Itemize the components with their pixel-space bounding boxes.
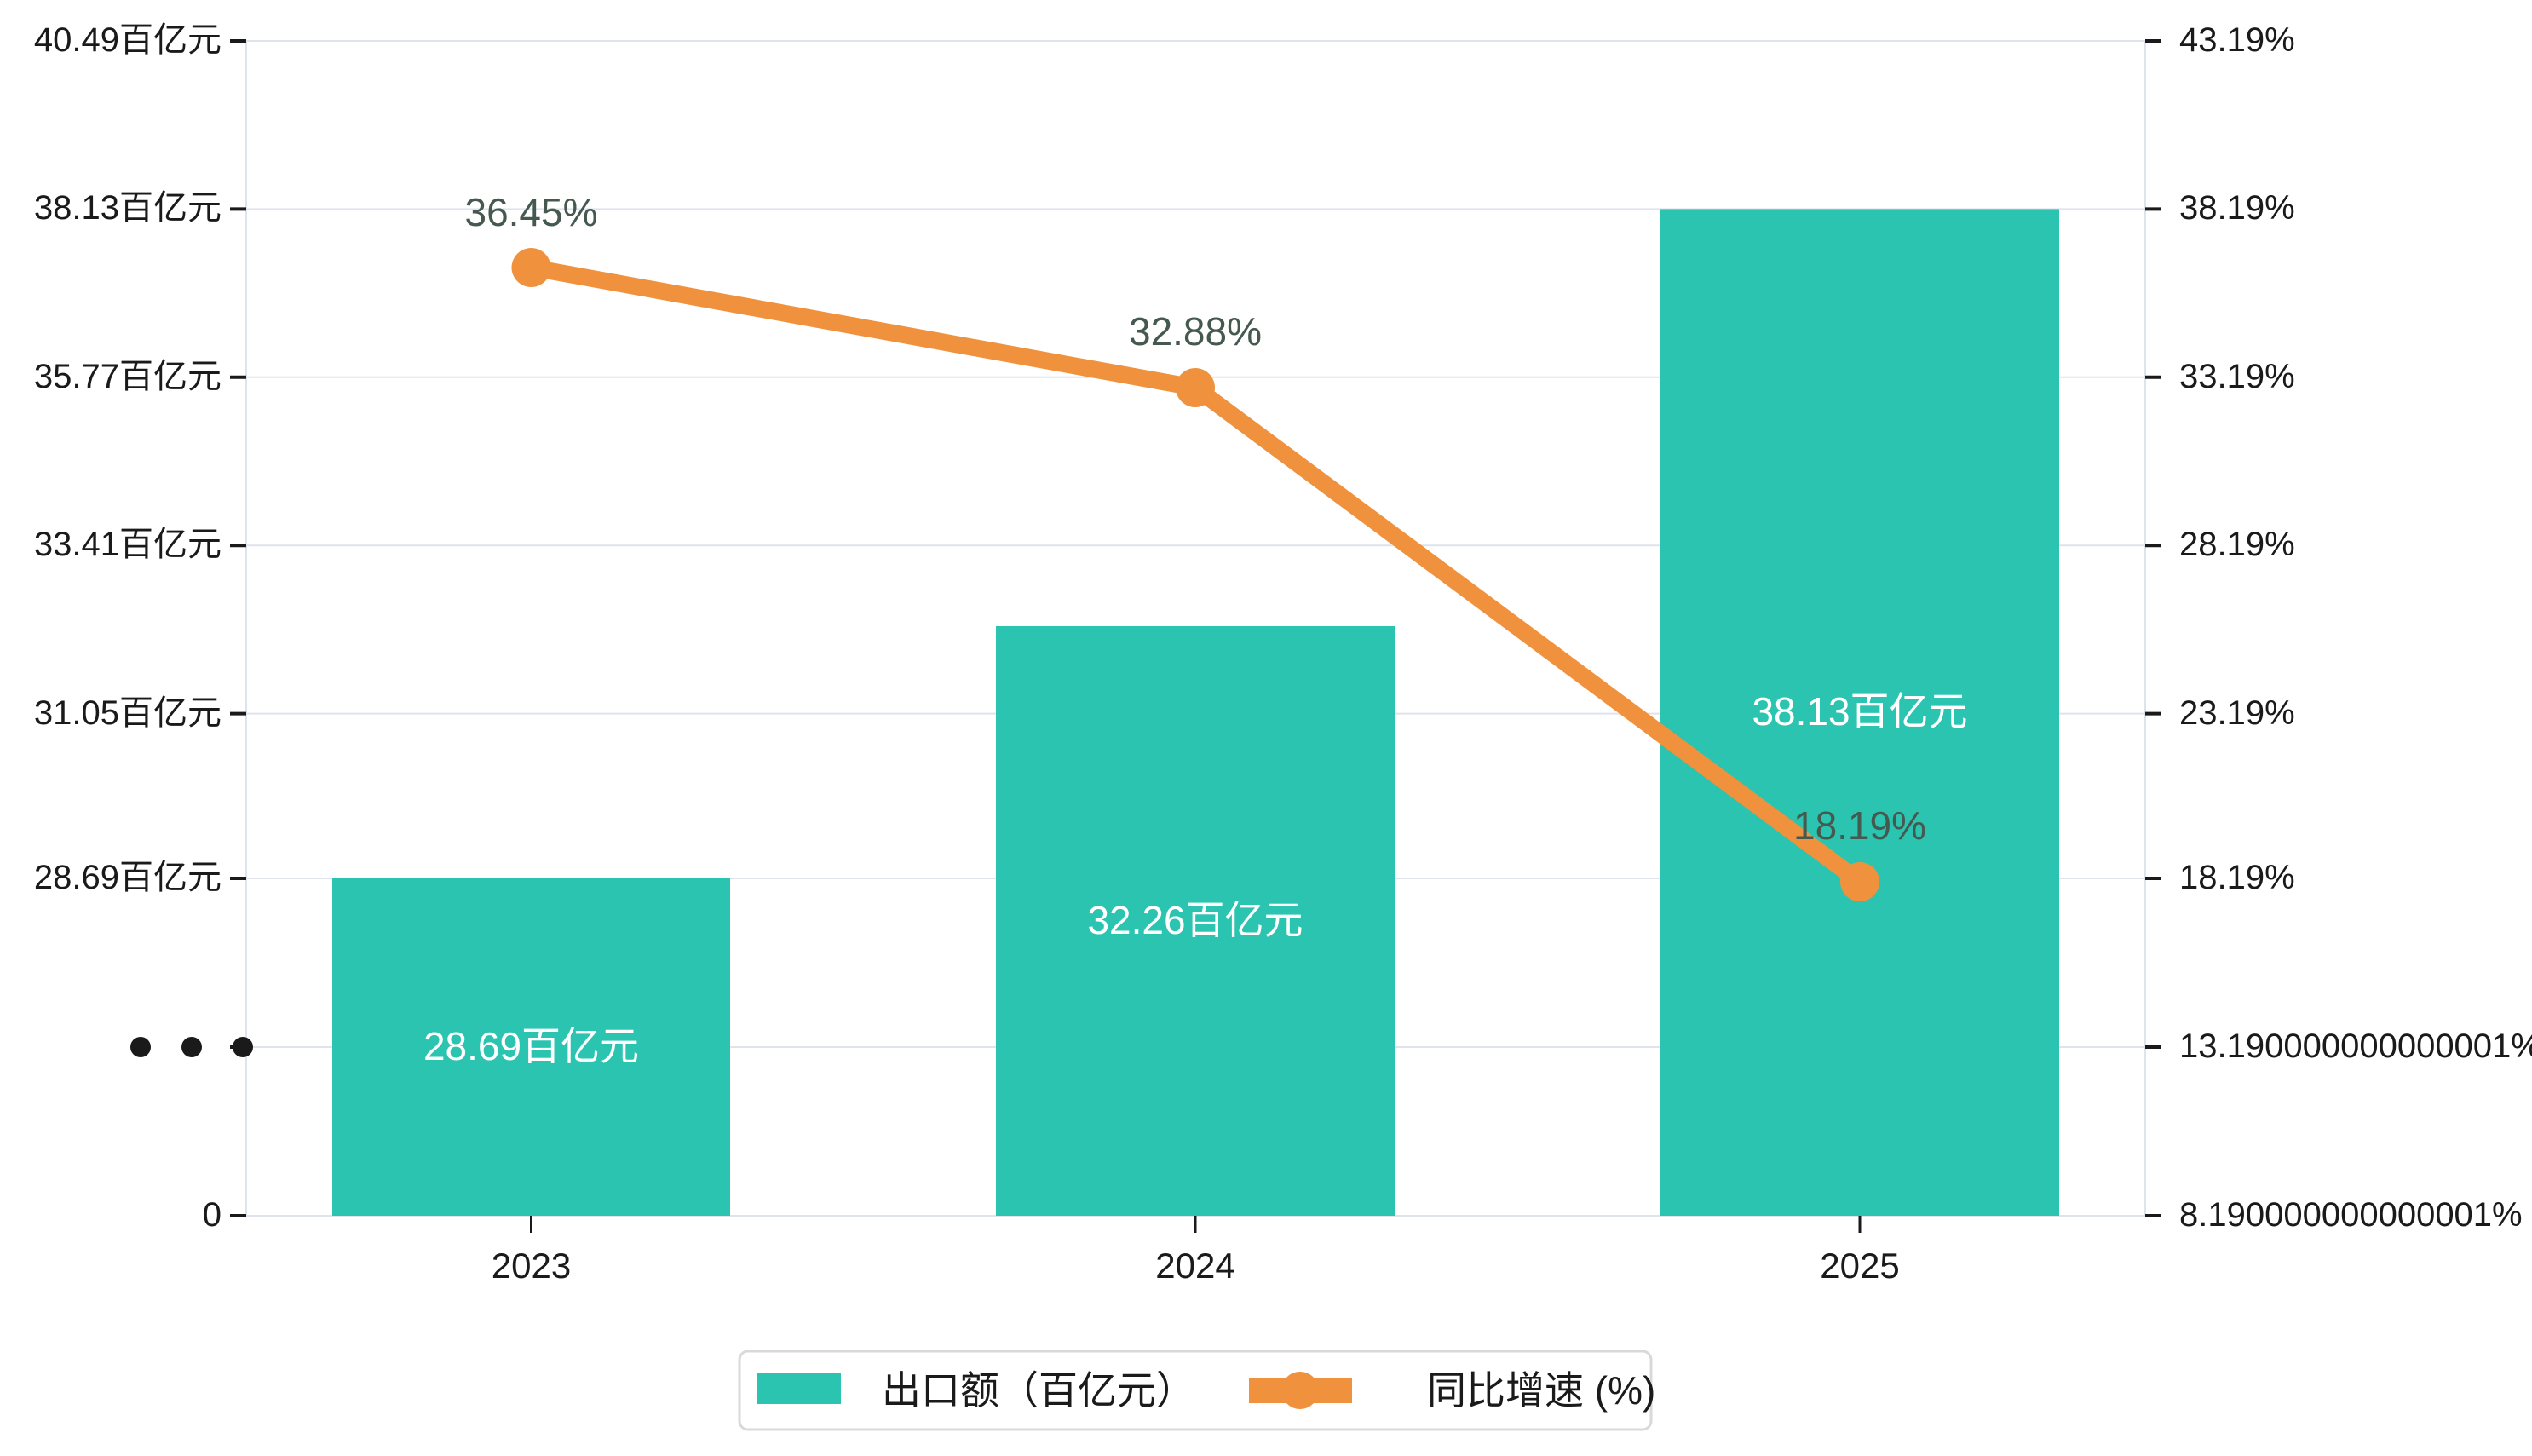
svg-text:36.45%: 36.45% [464,190,597,234]
svg-text:18.19%: 18.19% [2179,859,2295,896]
svg-text:2024: 2024 [1155,1246,1234,1286]
svg-text:31.05百亿元: 31.05百亿元 [34,694,222,732]
svg-text:32.88%: 32.88% [1129,309,1262,354]
svg-text:0: 0 [203,1196,222,1234]
svg-text:33.41百亿元: 33.41百亿元 [34,526,222,563]
svg-text:同比增速 (%): 同比增速 (%) [1427,1368,1655,1413]
svg-text:33.19%: 33.19% [2179,358,2295,395]
svg-text:43.19%: 43.19% [2179,21,2295,59]
svg-text:23.19%: 23.19% [2179,694,2295,732]
svg-text:28.69百亿元: 28.69百亿元 [423,1024,639,1068]
svg-text:出口额（百亿元）: 出口额（百亿元） [882,1368,1195,1413]
svg-text:28.69百亿元: 28.69百亿元 [34,859,222,896]
svg-text:40.49百亿元: 40.49百亿元 [34,21,222,59]
svg-text:8.190000000000001%: 8.190000000000001% [2179,1196,2523,1234]
svg-text:28.19%: 28.19% [2179,526,2295,563]
svg-text:32.26百亿元: 32.26百亿元 [1087,898,1303,942]
svg-text:2023: 2023 [492,1246,571,1286]
svg-text:2025: 2025 [1820,1246,1899,1286]
svg-text:18.19%: 18.19% [1793,803,1926,848]
svg-text:13.190000000000001%: 13.190000000000001% [2179,1027,2532,1065]
svg-text:38.13百亿元: 38.13百亿元 [34,189,222,227]
svg-text:35.77百亿元: 35.77百亿元 [34,358,222,395]
svg-text:38.19%: 38.19% [2179,189,2295,227]
svg-text:38.13百亿元: 38.13百亿元 [1752,689,1967,734]
